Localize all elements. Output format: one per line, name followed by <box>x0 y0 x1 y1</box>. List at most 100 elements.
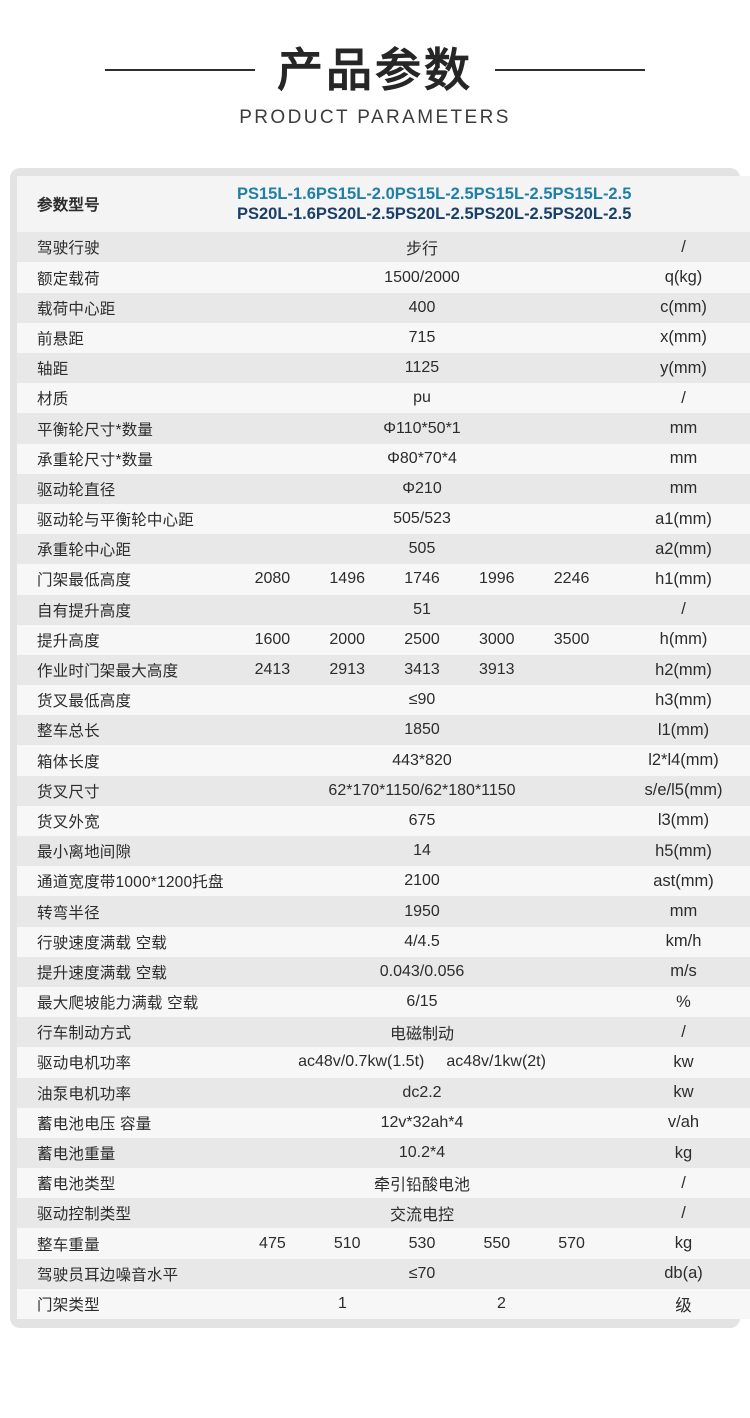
table-row: 平衡轮尺寸*数量 Φ110*50*1 mm <box>17 413 750 444</box>
parameter-value: 505/523 <box>393 510 451 528</box>
parameter-unit: l3(mm) <box>657 811 710 830</box>
parameter-values: Φ210 <box>233 474 611 504</box>
parameter-values: 1850 <box>233 715 611 745</box>
model-name-secondary: PS20L-2.5 <box>394 205 474 224</box>
parameter-unit: db(a) <box>664 1264 703 1283</box>
parameter-value: 2413 <box>254 661 291 679</box>
parameter-unit: l1(mm) <box>657 720 710 739</box>
parameter-value <box>534 661 609 679</box>
parameter-name: 最小离地间隙 <box>37 844 132 862</box>
parameter-value: 570 <box>558 1234 585 1252</box>
parameter-values: 1600 2000 2500 3000 3500 <box>233 625 611 655</box>
model-column-5: PS15L-2.5 PS20L-2.5 <box>553 184 632 226</box>
parameter-values: 14 <box>233 836 611 866</box>
table-row: 最小离地间隙 14 h5(mm) <box>17 836 750 867</box>
parameter-value: 530 <box>408 1234 436 1252</box>
page-title-block: 产品参数 PRODUCT PARAMETERS <box>0 0 750 129</box>
table-row: 油泵电机功率 dc2.2 kw <box>17 1077 750 1108</box>
table-row: 驾驶行驶 步行 / <box>17 232 750 263</box>
parameter-name: 门架类型 <box>37 1296 100 1314</box>
parameter-value: 3000 <box>478 630 515 648</box>
parameter-unit: 级 <box>675 1296 692 1315</box>
table-header-row: 参数型号 PS15L-1.6 PS20L-1.6 PS15L-2.0 PS20L-2.… <box>17 176 750 233</box>
parameter-unit: / <box>681 1022 686 1041</box>
parameter-name: 承重轮中心距 <box>37 542 132 560</box>
parameter-value: Φ210 <box>402 479 442 497</box>
parameter-values: 1125 <box>233 353 611 383</box>
parameter-name: 蓄电池重量 <box>37 1146 116 1164</box>
parameter-value: ac48v/0.7kw(1.5t) <box>298 1053 425 1071</box>
parameter-values: 62*170*1150/62*180*1150 <box>233 776 611 806</box>
table-row: 承重轮中心距 505 a2(mm) <box>17 534 750 565</box>
parameter-value: 2080 <box>254 570 291 588</box>
parameter-value: 14 <box>413 842 431 860</box>
parameter-value: 1 <box>338 1294 347 1312</box>
parameter-value: 1850 <box>404 721 440 739</box>
parameter-name: 驱动控制类型 <box>37 1206 132 1224</box>
parameter-value: 510 <box>333 1234 361 1252</box>
parameter-values: ac48v/0.7kw(1.5t) ac48v/1kw(2t) <box>233 1047 611 1077</box>
table-head: 参数型号 PS15L-1.6 PS20L-1.6 PS15L-2.0 PS20L-2.… <box>17 176 750 233</box>
table-row: 通道宽度带1000*1200托盘 2100 ast(mm) <box>17 866 750 897</box>
model-name-primary: PS15L-2.0 <box>315 184 395 203</box>
parameter-value: 步行 <box>405 241 438 259</box>
parameter-name: 整车总长 <box>37 723 100 741</box>
parameter-values: 2413 2913 3413 3913 <box>233 655 611 685</box>
table-row: 驱动电机功率 ac48v/0.7kw(1.5t) ac48v/1kw(2t) kw <box>17 1047 750 1078</box>
model-column-4: PS15L-2.5 PS20L-2.5 <box>474 184 553 226</box>
table-row: 整车总长 1850 l1(mm) <box>17 715 750 746</box>
parameter-unit: y(mm) <box>660 358 707 377</box>
model-name-primary: PS15L-1.6 <box>237 184 316 203</box>
parameter-name: 箱体长度 <box>37 753 100 771</box>
parameter-value: 6/15 <box>406 993 438 1011</box>
parameter-values: ≤90 <box>233 685 611 715</box>
parameter-values: 4/4.5 <box>233 927 611 957</box>
parameter-unit: mm <box>669 419 698 438</box>
parameter-values: 牵引铅酸电池 <box>233 1168 611 1198</box>
table-row: 驾驶员耳边噪音水平 ≤70 db(a) <box>17 1258 750 1289</box>
parameter-value-group: ac48v/0.7kw(1.5t) ac48v/1kw(2t) <box>233 1053 611 1071</box>
parameter-values: Φ110*50*1 <box>233 413 611 443</box>
parameter-unit: a1(mm) <box>655 509 712 528</box>
title-rule-left <box>105 69 255 72</box>
table-row: 货叉外宽 675 l3(mm) <box>17 805 750 837</box>
parameter-value: ≤90 <box>408 691 436 709</box>
table-row: 自有提升高度 51 / <box>17 594 750 625</box>
parameter-name: 货叉外宽 <box>37 813 100 831</box>
parameter-name: 驱动电机功率 <box>37 1055 132 1073</box>
parameter-values: 6/15 <box>233 987 611 1017</box>
table-row: 提升高度 1600 2000 2500 3000 3500 h(mm) <box>17 624 750 655</box>
parameter-unit: mm <box>669 479 698 498</box>
parameter-name: 材质 <box>37 391 69 409</box>
table-row: 载荷中心距 400 c(mm) <box>17 292 750 323</box>
model-name-secondary: PS20L-2.5 <box>552 205 632 224</box>
parameter-value: 2 <box>497 1294 506 1312</box>
parameter-unit: kg <box>674 1234 693 1253</box>
parameter-name: 最大爬坡能力满载 空载 <box>37 995 199 1013</box>
page-subtitle: PRODUCT PARAMETERS <box>239 107 511 129</box>
parameter-unit: kg <box>674 1143 693 1162</box>
table-row: 最大爬坡能力满载 空载 6/15% <box>17 986 750 1018</box>
parameter-value: ac48v/1kw(2t) <box>446 1053 546 1071</box>
parameter-values: 400 <box>233 293 611 323</box>
parameter-values: 505 <box>233 534 611 564</box>
parameter-value-group: 475 510 530 550 570 <box>233 1235 611 1253</box>
parameter-name: 驾驶员耳边噪音水平 <box>37 1266 179 1284</box>
parameter-value: 交流电控 <box>389 1207 454 1225</box>
table-row: 驱动控制类型 交流电控 / <box>17 1198 750 1229</box>
parameter-values: 2080 1496 1746 1996 2246 <box>233 564 611 594</box>
parameter-value: 牵引铅酸电池 <box>373 1177 470 1195</box>
model-name-secondary: PS20L-2.5 <box>315 205 395 224</box>
parameter-name: 额定载荷 <box>37 270 100 288</box>
table-row: 轴距 1125 y(mm) <box>17 353 750 384</box>
parameters-table-container: 参数型号 PS15L-1.6 PS20L-1.6 PS15L-2.0 PS20L-2.… <box>10 168 750 1329</box>
parameter-values: 0.043/0.056 <box>233 957 611 987</box>
parameter-value: 3413 <box>404 661 440 679</box>
parameter-value: 62*170*1150/62*180*1150 <box>328 781 516 799</box>
parameter-value: 400 <box>408 298 436 316</box>
parameter-value: 715 <box>408 328 436 346</box>
table-body: 驾驶行驶 步行 / 额定载荷 1500/2000 q(kg) 载荷中心距 400 c(mm) 前悬… <box>17 232 750 1320</box>
parameter-value: 12v*32ah*4 <box>380 1113 464 1131</box>
